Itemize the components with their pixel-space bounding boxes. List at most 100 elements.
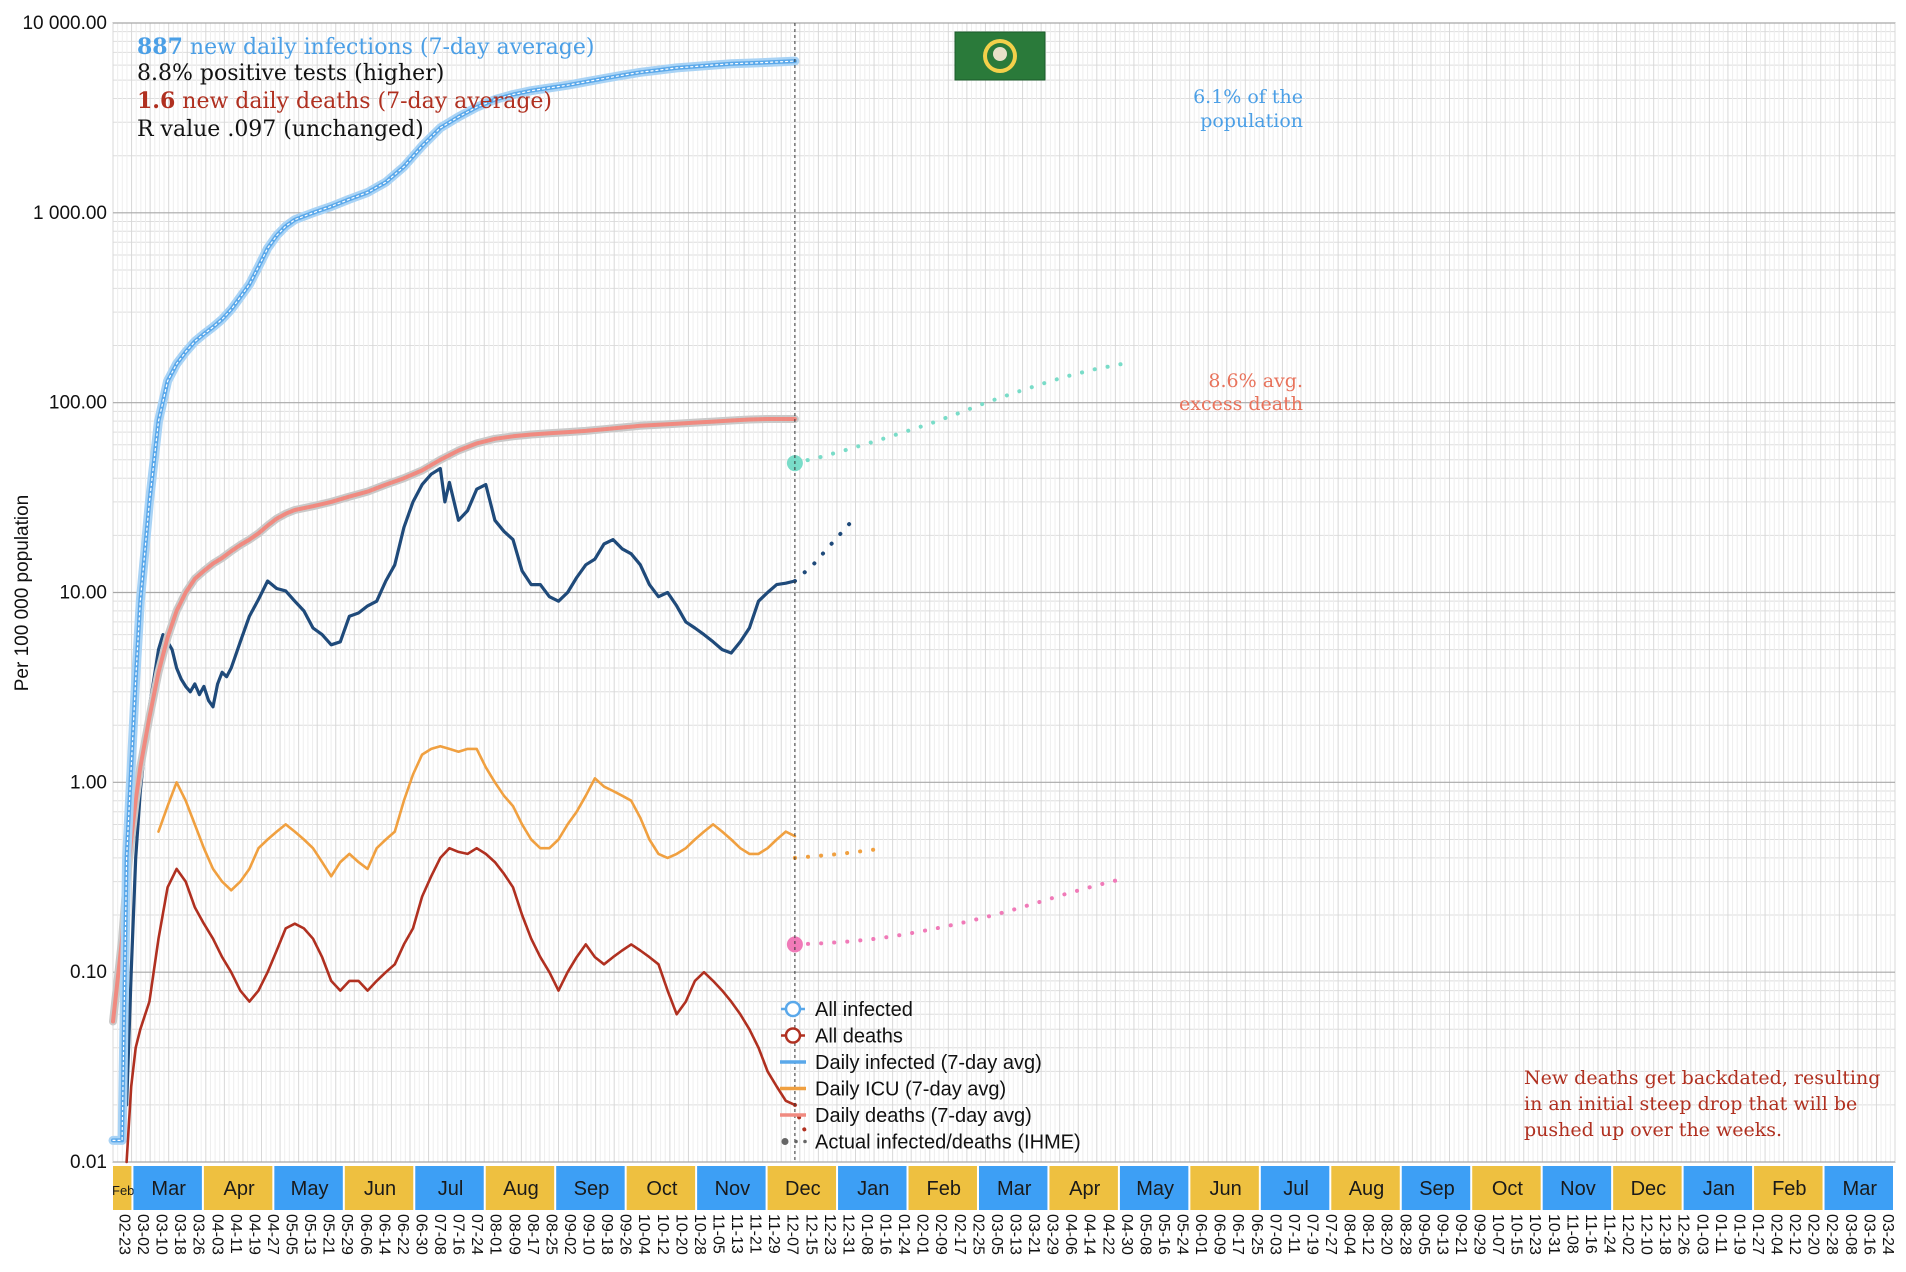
date-tick-label: 06-06	[357, 1214, 374, 1255]
date-tick-label: 06-30	[413, 1214, 430, 1255]
legend: All infected All deaths Daily infected (7-…	[780, 999, 1081, 1154]
date-tick-label: 07-11	[1285, 1214, 1302, 1254]
date-tick-label: 08-28	[1396, 1214, 1413, 1255]
date-tick-label: 10-04	[635, 1214, 652, 1255]
date-tick-label: 07-19	[1304, 1214, 1321, 1255]
date-tick-label: 01-27	[1749, 1214, 1766, 1255]
date-tick-label: 09-05	[1415, 1214, 1432, 1255]
date-ticks: 02-23 03-02 03-10 03-18 03-26 04-03 04-11 04-19…	[116, 1214, 1896, 1255]
month-label: Aug	[1349, 1178, 1385, 1200]
date-tick-label: 03-24	[1879, 1214, 1896, 1255]
y-tick-label: 1 000.00	[33, 203, 107, 224]
svg-text:887 new daily infections (7-da: 887 new daily infections (7-day average)	[137, 34, 594, 60]
date-tick-label: 11-08	[1563, 1214, 1580, 1254]
date-tick-label: 06-14	[375, 1214, 392, 1255]
month-label: Sep	[1419, 1178, 1455, 1200]
positive-tests: 8.8% positive tests (higher)	[137, 61, 444, 86]
month-cell	[1119, 1166, 1189, 1210]
month-cell	[1190, 1166, 1259, 1210]
month-cell	[1824, 1166, 1893, 1210]
month-label: Nov	[1560, 1178, 1596, 1200]
month-bar: Feb Mar Apr May Jun Jul Aug Sep Oct Nov Dec Jan Feb M…	[112, 1166, 1893, 1210]
date-tick-label: 12-18	[1656, 1214, 1673, 1255]
month-label: Feb	[927, 1178, 961, 1200]
grid	[112, 22, 1896, 1163]
y-tick-label: 0.10	[70, 962, 107, 983]
date-tick-label: 02-25	[969, 1214, 986, 1255]
svg-text:New deaths get backdated, resu: New deaths get backdated, resulting	[1524, 1067, 1880, 1089]
date-tick-label: 06-25	[1248, 1214, 1265, 1255]
month-label: Oct	[1492, 1178, 1524, 1200]
date-tick-label: 10-12	[654, 1214, 671, 1255]
date-tick-label: 03-29	[1044, 1214, 1061, 1255]
month-label: Apr	[224, 1178, 255, 1200]
month-label: Mar	[997, 1178, 1032, 1200]
month-label: Jul	[438, 1178, 464, 1200]
date-tick-label: 10-20	[672, 1214, 689, 1255]
legend-label: Daily ICU (7-day avg)	[815, 1079, 1006, 1101]
date-tick-label: 11-16	[1582, 1214, 1599, 1254]
date-tick-label: 12-31	[839, 1214, 856, 1255]
y-tick-label: 1.00	[70, 772, 107, 793]
date-tick-label: 11-29	[765, 1214, 782, 1254]
series-layer	[108, 56, 1125, 1164]
legend-marker	[784, 1000, 802, 1018]
month-cell	[626, 1166, 696, 1210]
stats-block: 887 new daily infections (7-day average)…	[137, 34, 594, 142]
date-tick-label: 05-05	[283, 1214, 300, 1255]
month-cell	[203, 1166, 273, 1210]
date-tick-label: 11-21	[747, 1214, 764, 1254]
date-tick-label: 05-21	[320, 1214, 337, 1255]
month-cell	[485, 1166, 555, 1210]
month-label: Feb	[1772, 1178, 1806, 1200]
date-tick-label: 08-17	[524, 1214, 541, 1255]
month-cell	[978, 1166, 1048, 1210]
date-tick-label: 01-19	[1730, 1214, 1747, 1255]
date-tick-label: 09-18	[598, 1214, 615, 1255]
svg-text:6.1% of the: 6.1% of the	[1193, 86, 1303, 108]
date-tick-label: 04-19	[245, 1214, 262, 1255]
date-tick-label: 02-01	[914, 1214, 931, 1255]
date-tick-label: 10-23	[1526, 1214, 1543, 1255]
month-cell	[838, 1166, 907, 1210]
month-cell	[556, 1166, 625, 1210]
date-tick-label: 01-03	[1693, 1214, 1710, 1255]
daily-infections-value: 887	[137, 34, 183, 60]
legend-item: Daily infected (7-day avg)	[780, 1052, 1042, 1074]
projection-proj-infected-cum	[792, 361, 1125, 466]
date-tick-label: 11-13	[728, 1214, 745, 1254]
month-cell	[1613, 1166, 1682, 1210]
date-tick-label: 05-16	[1155, 1214, 1172, 1255]
month-cell	[344, 1166, 414, 1210]
date-tick-label: 07-08	[431, 1214, 448, 1255]
legend-marker	[784, 1027, 802, 1044]
date-tick-label: 09-21	[1452, 1214, 1469, 1255]
date-tick-label: 03-21	[1025, 1214, 1042, 1255]
y-tick-label: 0.01	[70, 1152, 107, 1173]
date-tick-label: 05-24	[1174, 1214, 1191, 1255]
date-tick-label: 01-24	[895, 1214, 912, 1255]
date-tick-label: 04-03	[208, 1214, 225, 1255]
date-tick-label: 12-07	[784, 1214, 801, 1255]
svg-text:8.6% avg.: 8.6% avg.	[1208, 370, 1303, 392]
date-tick-label: 08-04	[1341, 1214, 1358, 1255]
series-daily-deaths	[125, 846, 797, 1164]
month-label: Mar	[1843, 1178, 1878, 1200]
month-label: May	[1136, 1178, 1174, 1200]
date-tick-label: 03-10	[153, 1214, 170, 1255]
month-cell	[133, 1166, 202, 1210]
month-label: Sep	[574, 1178, 610, 1200]
month-label: Apr	[1069, 1178, 1100, 1200]
date-tick-label: 04-11	[227, 1214, 244, 1254]
legend-item: Actual infected/deaths (IHME)	[781, 1132, 1081, 1154]
date-tick-label: 10-31	[1545, 1214, 1562, 1255]
date-tick-label: 02-28	[1823, 1214, 1840, 1255]
legend-item: All infected	[781, 999, 913, 1021]
y-axis-label: Per 100 000 population	[12, 495, 33, 692]
date-tick-label: 10-07	[1489, 1214, 1506, 1255]
month-cell	[767, 1166, 837, 1210]
date-tick-label: 08-20	[1378, 1214, 1395, 1255]
legend-marker	[781, 1138, 789, 1145]
date-tick-label: 04-30	[1118, 1214, 1135, 1255]
y-tick-label: 10 000.00	[22, 13, 107, 34]
